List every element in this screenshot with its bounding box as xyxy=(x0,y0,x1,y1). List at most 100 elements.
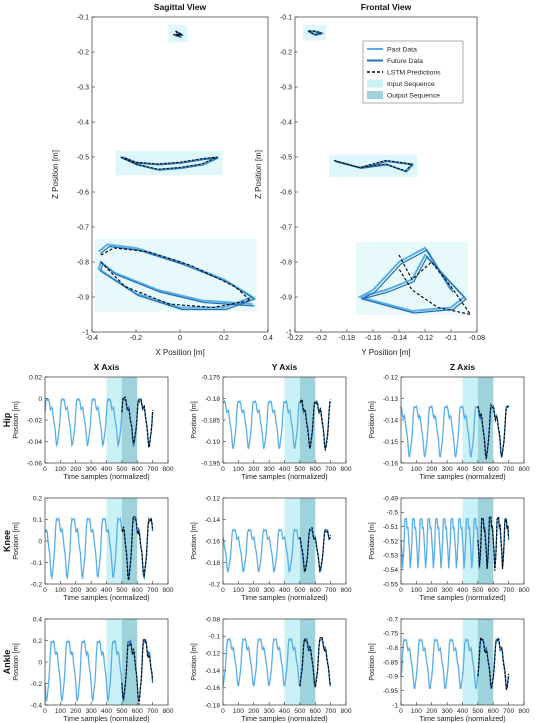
y-tick-label: -0.2 xyxy=(77,49,89,56)
x-tick-label: 500 xyxy=(472,466,483,473)
cluster-line xyxy=(121,157,219,171)
y-tick-label: -0.75 xyxy=(383,631,398,638)
series-past xyxy=(44,516,123,580)
y-tick-label: -0.1 xyxy=(280,14,292,21)
panel-knee-y: 0 100 200 300 400 500 600 700 800 -0.2 -0.18 -0.16 -… xyxy=(189,495,352,602)
series-prediction xyxy=(121,395,154,448)
x-tick-label: 700 xyxy=(325,587,336,594)
y-axis-label: Position [m] xyxy=(11,522,20,560)
cluster-band xyxy=(303,25,326,41)
y-tick-label: 0 xyxy=(38,659,42,666)
series-past xyxy=(400,637,479,689)
panel-title: Frontal View xyxy=(361,2,412,12)
y-tick-label: -0.2 xyxy=(31,681,43,688)
y-tick-label: -0.12 xyxy=(205,495,220,502)
y-tick-label: -0.15 xyxy=(383,439,398,446)
x-tick-label: 700 xyxy=(325,708,336,715)
y-tick-label: -0.7 xyxy=(280,224,292,231)
panel-title: Sagittal View xyxy=(154,2,207,12)
x-tick-label: -0.22 xyxy=(287,335,303,342)
y-tick-label: -0.16 xyxy=(383,460,398,467)
y-tick-label: -0.18 xyxy=(205,396,220,403)
y-axis-label: Position [m] xyxy=(11,401,20,439)
y-tick-label: -0.8 xyxy=(280,259,292,266)
panel-title: X Axis xyxy=(94,362,120,372)
x-tick-label: 100 xyxy=(233,587,244,594)
series-past xyxy=(222,637,301,687)
x-tick-label: 200 xyxy=(248,587,259,594)
y-tick-label: 0.1 xyxy=(33,517,42,524)
y-tick-label: -0.8 xyxy=(387,645,399,652)
cluster-prediction xyxy=(173,30,183,38)
y-tick-label: -0.9 xyxy=(387,674,399,681)
series-future xyxy=(360,249,467,314)
x-axis-label: Time samples (normalized) xyxy=(419,593,505,602)
x-tick-label: 500 xyxy=(472,587,483,594)
x-tick-label: 100 xyxy=(411,466,422,473)
output-sequence-band xyxy=(299,498,316,584)
y-tick-label: -0.12 xyxy=(205,651,220,658)
input-sequence-band xyxy=(462,377,478,463)
x-tick-label: 600 xyxy=(310,587,321,594)
x-tick-label: 0 xyxy=(43,466,47,473)
y-tick-label: -0.12 xyxy=(383,374,398,381)
x-tick-label: 200 xyxy=(426,466,437,473)
x-tick-label: 0.4 xyxy=(263,335,273,342)
x-tick-label: 100 xyxy=(233,708,244,715)
x-tick-label: -0.16 xyxy=(365,335,381,342)
y-tick-label: -0.5 xyxy=(77,154,89,161)
y-tick-label: 0 xyxy=(38,538,42,545)
series-prediction xyxy=(299,398,332,451)
x-tick-label: 500 xyxy=(116,466,127,473)
y-tick-label: -1 xyxy=(83,329,89,336)
x-tick-label: 200 xyxy=(70,587,81,594)
y-tick-label: -0.19 xyxy=(205,439,220,446)
x-tick-label: -0.1 xyxy=(445,335,457,342)
x-tick-label: 0 xyxy=(399,587,403,594)
input-sequence-band xyxy=(106,377,122,463)
y-axis-label: Position [m] xyxy=(11,643,20,681)
x-tick-label: 800 xyxy=(518,587,529,594)
y-tick-label: -0.5 xyxy=(387,510,399,517)
y-tick-label: 0.02 xyxy=(29,374,42,381)
y-tick-label: -0.185 xyxy=(201,417,220,424)
series-past xyxy=(400,404,479,458)
panel-hip-x: 0 100 200 300 400 500 600 700 800 -0.06 -0.04 -0.02… xyxy=(2,362,174,481)
y-tick-label: -0.195 xyxy=(201,460,220,467)
y-tick-label: -0.02 xyxy=(27,417,42,424)
legend-swatch-output xyxy=(367,91,383,99)
legend-label-past: Past Data xyxy=(387,47,417,54)
x-tick-label: 400 xyxy=(101,466,112,473)
panel-ankle-y: 0 100 200 300 400 500 600 700 800 -0.18 -0.16 -0.14… xyxy=(189,616,352,723)
legend-label-input: Input Sequence xyxy=(387,81,435,88)
y-tick-label: -0.4 xyxy=(280,119,292,126)
x-axis-label: Y Position [m] xyxy=(361,348,410,357)
y-tick-label: -0.49 xyxy=(383,495,398,502)
series-past xyxy=(44,638,123,702)
row-label: Knee xyxy=(2,530,12,552)
y-tick-label: 0.2 xyxy=(33,495,42,502)
y-tick-label: -0.5 xyxy=(280,154,292,161)
panel-sagittal: -0.4 -0.2 0 0.2 0.4 -1 -0.9 -0.8 -0.7 -0.6 -0.5 -0.… xyxy=(51,2,273,357)
x-tick-label: 500 xyxy=(294,708,305,715)
x-axis-label: Time samples (normalized) xyxy=(419,714,505,723)
row-label: Ankle xyxy=(2,650,12,675)
output-sequence-band xyxy=(121,377,138,463)
series-prediction xyxy=(100,247,252,309)
x-axis-label: Time samples (normalized) xyxy=(63,472,149,481)
series-future xyxy=(477,404,510,458)
y-tick-label: -0.14 xyxy=(205,517,220,524)
x-tick-label: 200 xyxy=(248,708,259,715)
series-past xyxy=(222,528,301,573)
panel-title: Z Axis xyxy=(450,362,475,372)
x-tick-label: 600 xyxy=(132,587,143,594)
x-tick-label: 300 xyxy=(442,587,453,594)
legend-label-output: Output Sequence xyxy=(387,93,440,100)
x-tick-label: 300 xyxy=(264,466,275,473)
x-tick-label: 500 xyxy=(116,708,127,715)
x-axis-label: Time samples (normalized) xyxy=(241,714,327,723)
x-tick-label: 200 xyxy=(426,587,437,594)
x-tick-label: 700 xyxy=(325,466,336,473)
x-tick-label: 300 xyxy=(442,466,453,473)
